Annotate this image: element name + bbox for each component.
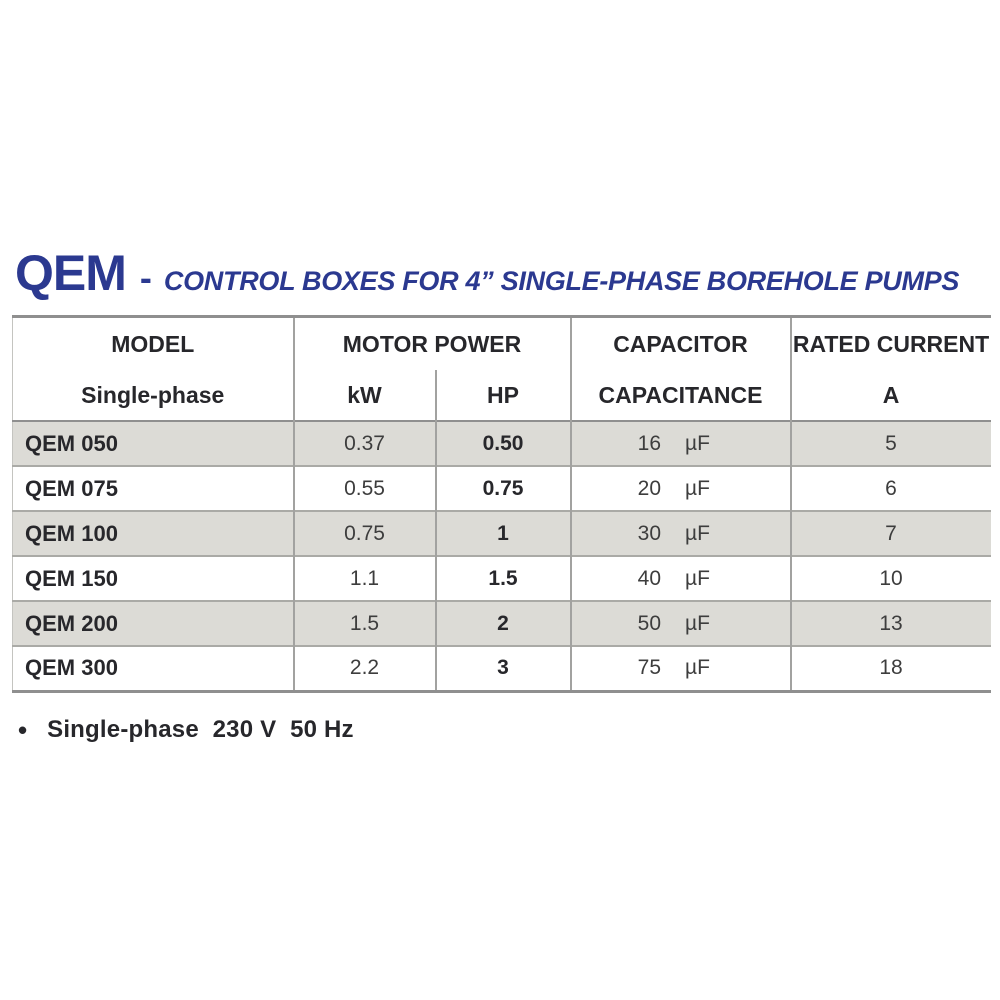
capacitance-unit: µF	[685, 431, 710, 455]
col-header-rated-current: RATED CURRENT	[789, 316, 991, 370]
bullet-icon: •	[18, 715, 28, 745]
table-row: QEM 050 0.37 0.50 16 µF 5	[12, 421, 991, 466]
col-header-motor-power: MOTOR POWER	[292, 316, 571, 370]
capacitance-unit: µF	[685, 521, 710, 545]
cell-hp: 0.50	[434, 421, 571, 466]
table-header: MODEL MOTOR POWER CAPACITOR RATED CURREN…	[12, 316, 991, 421]
cell-amps: 18	[789, 646, 991, 691]
capacitance-unit: µF	[685, 566, 710, 590]
cell-kw: 0.37	[292, 421, 436, 466]
cell-hp: 3	[434, 646, 571, 691]
cell-capacitance: 20 µF	[569, 466, 791, 511]
capacitance-value: 30	[637, 521, 662, 545]
cell-kw: 0.55	[292, 466, 436, 511]
cell-kw: 1.1	[292, 556, 436, 601]
page-title: QEM - CONTROL BOXES FOR 4” SINGLE-PHASE …	[15, 244, 959, 302]
capacitance-value: 50	[637, 611, 662, 635]
table-row: QEM 150 1.1 1.5 40 µF 10	[12, 556, 991, 601]
cell-amps: 13	[789, 601, 991, 646]
cell-capacitance: 40 µF	[569, 556, 791, 601]
cell-capacitance: 30 µF	[569, 511, 791, 556]
cell-hp: 1	[434, 511, 571, 556]
capacitance-unit: µF	[685, 656, 710, 680]
col-header-capacitor: CAPACITOR	[569, 316, 791, 370]
cell-kw: 1.5	[292, 601, 436, 646]
col-subheader-amps: A	[789, 370, 991, 421]
footnote-text: Single-phase 230 V 50 Hz	[47, 716, 354, 743]
col-subheader-kw: kW	[292, 370, 436, 421]
spec-table: MODEL MOTOR POWER CAPACITOR RATED CURREN…	[12, 315, 991, 693]
cell-capacitance: 16 µF	[569, 421, 791, 466]
header-row-units: Single-phase kW HP CAPACITANCE A	[13, 370, 991, 421]
col-subheader-single-phase: Single-phase	[81, 381, 225, 408]
cell-capacitance: 50 µF	[569, 601, 791, 646]
table-row: QEM 100 0.75 1 30 µF 7	[12, 511, 991, 556]
cell-hp: 1.5	[434, 556, 571, 601]
cell-capacitance: 75 µF	[569, 646, 791, 691]
page-subtitle: CONTROL BOXES FOR 4” SINGLE-PHASE BOREHO…	[163, 266, 960, 296]
table-row: QEM 300 2.2 3 75 µF 18	[12, 646, 991, 691]
cell-amps: 10	[789, 556, 991, 601]
capacitance-value: 75	[637, 656, 662, 680]
header-row-groups: MODEL MOTOR POWER CAPACITOR RATED CURREN…	[13, 316, 991, 370]
cell-model: QEM 200	[25, 610, 118, 636]
cell-kw: 0.75	[292, 511, 436, 556]
cell-model: QEM 075	[25, 475, 118, 501]
capacitance-value: 16	[637, 431, 662, 455]
cell-model: QEM 050	[25, 430, 118, 456]
cell-model: QEM 300	[25, 655, 118, 681]
table-row: QEM 075 0.55 0.75 20 µF 6	[12, 466, 991, 511]
cell-amps: 6	[789, 466, 991, 511]
cell-model: QEM 100	[25, 520, 118, 546]
cell-hp: 2	[434, 601, 571, 646]
cell-kw: 2.2	[292, 646, 436, 691]
cell-model: QEM 150	[25, 565, 118, 591]
product-series-name: QEM	[15, 245, 127, 301]
cell-amps: 7	[789, 511, 991, 556]
capacitance-unit: µF	[685, 476, 710, 500]
table-body: QEM 050 0.37 0.50 16 µF 5 QEM 075 0.55 0.…	[12, 421, 991, 691]
capacitance-unit: µF	[685, 611, 710, 635]
footnote: • Single-phase 230 V 50 Hz	[18, 716, 354, 744]
capacitance-value: 20	[637, 476, 662, 500]
title-dash: -	[139, 257, 152, 298]
cell-amps: 5	[789, 421, 991, 466]
capacitance-value: 40	[637, 566, 662, 590]
col-subheader-capacitance: CAPACITANCE	[569, 370, 791, 421]
table-row: QEM 200 1.5 2 50 µF 13	[12, 601, 991, 646]
cell-hp: 0.75	[434, 466, 571, 511]
col-subheader-hp: HP	[434, 370, 571, 421]
col-header-model: MODEL	[111, 330, 195, 357]
